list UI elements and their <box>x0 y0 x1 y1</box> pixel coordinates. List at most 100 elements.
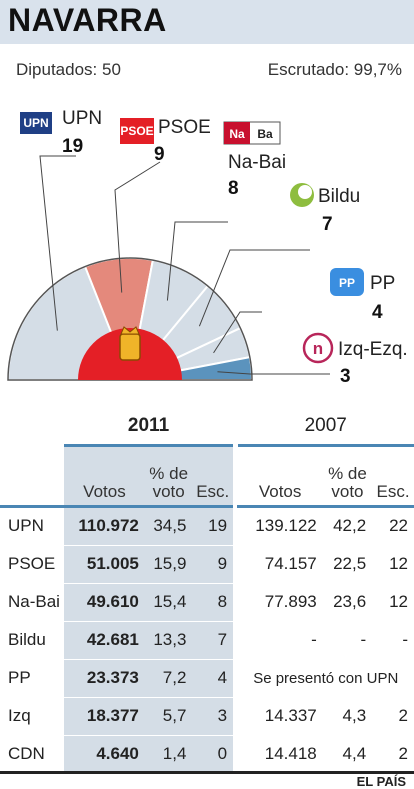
row-seats-2007: 22 <box>372 504 414 545</box>
upn-logo-icon <box>20 112 52 134</box>
row-seats-2007: - <box>372 620 414 659</box>
party-logo-nabai: Na Ba <box>223 121 281 145</box>
logo-text: Na <box>229 127 245 141</box>
party-label: PSOE <box>158 117 211 138</box>
party-seats: 19 <box>62 136 83 157</box>
row-pct-2007: 23,6 <box>322 582 373 621</box>
row-party: PP <box>0 658 64 697</box>
party-seats: 3 <box>340 366 351 387</box>
source-credit: EL PAÍS <box>356 774 406 789</box>
row-pct-2011: 7,2 <box>144 658 193 697</box>
nabai-red-block <box>224 122 250 144</box>
navarra-shield-icon <box>119 333 141 361</box>
header-pct-2011: % de voto <box>144 445 193 506</box>
party-label: Na-Bai <box>228 152 286 173</box>
table-row: PSOE 51.005 15,9 9 74.157 22,5 12 <box>0 544 414 583</box>
pct-bottom: voto <box>331 481 364 501</box>
row-seats-2011: 4 <box>192 658 236 697</box>
header-votes-2011: Votos <box>64 445 145 506</box>
header-seats-2011: Esc. <box>192 445 236 506</box>
party-seats: 4 <box>372 302 383 323</box>
row-votes-2007: 74.157 <box>237 544 323 583</box>
party-logo-upn: UPN <box>20 112 52 134</box>
row-votes-2011: 23.373 <box>64 658 145 697</box>
table-row: Na-Bai 49.610 15,4 8 77.893 23,6 12 <box>0 582 414 621</box>
logo-text: n <box>313 339 323 358</box>
table-row: Izq 18.377 5,7 3 14.337 4,3 2 <box>0 696 414 735</box>
row-votes-2007: 77.893 <box>237 582 323 621</box>
year-2007: 2007 <box>237 408 414 447</box>
party-seats: 8 <box>228 178 239 199</box>
title-band: NAVARRA <box>0 0 414 44</box>
leader-line <box>114 161 161 293</box>
party-label: Izq-Ezq. <box>338 339 408 360</box>
party-label: Bildu <box>318 186 360 207</box>
header-seats-2007: Esc. <box>376 481 410 501</box>
year-2011: 2011 <box>64 408 236 447</box>
row-seats-2011: 3 <box>192 696 236 735</box>
leader-line <box>39 155 76 331</box>
row-seats-2007: 2 <box>372 734 414 773</box>
pct-top: % de <box>149 463 189 483</box>
row-seats-2011: 9 <box>192 544 236 583</box>
pp-logo-icon <box>330 268 364 296</box>
row-votes-2007: 139.122 <box>237 504 323 545</box>
row-votes-2011: 18.377 <box>64 696 145 735</box>
row-pct-2011: 13,3 <box>144 620 193 659</box>
party-logo-bildu <box>290 183 314 207</box>
leader-line <box>213 311 262 354</box>
header-votes-2007: Votos <box>258 481 302 501</box>
row-seats-2011: 0 <box>192 734 236 773</box>
deputies-count: Diputados: 50 <box>16 60 121 79</box>
table-row: UPN 110.972 34,5 19 139.122 42,2 22 <box>0 504 414 545</box>
row-seats-2007: 12 <box>372 582 414 621</box>
row-pct-2011: 34,5 <box>144 504 193 545</box>
row-party: Bildu <box>0 620 64 659</box>
row-votes-2011: 42.681 <box>64 620 145 659</box>
logo-text: UPN <box>23 116 48 130</box>
party-label: PP <box>370 273 395 294</box>
pct-bottom: voto <box>152 481 185 501</box>
party-logo-pp: PP <box>330 268 364 296</box>
row-party: Izq <box>0 696 64 735</box>
bottom-rule <box>0 771 414 774</box>
row-pct-2011: 15,9 <box>144 544 193 583</box>
row-seats-2007: 12 <box>372 544 414 583</box>
bildu-swirl-inner <box>298 185 312 199</box>
row-pct-2007: - <box>322 620 373 659</box>
row-votes-2007: - <box>237 620 323 659</box>
party-seats: 9 <box>154 144 165 165</box>
leader-line <box>198 249 310 327</box>
seat-outline <box>7 257 253 381</box>
row-votes-2011: 49.610 <box>64 582 145 621</box>
page-title: NAVARRA <box>8 2 167 38</box>
pct-top: % de <box>328 463 367 483</box>
logo-text: PSOE <box>120 124 153 138</box>
row-votes-2011: 51.005 <box>64 544 145 583</box>
leader-line <box>217 371 330 375</box>
row-note-2007: Se presentó con UPN <box>237 658 414 697</box>
row-votes-2007: 14.337 <box>237 696 323 735</box>
counted-percent: Escrutado: 99,7% <box>267 60 402 79</box>
row-pct-2007: 4,4 <box>322 734 373 773</box>
row-votes-2011: 4.640 <box>64 734 145 773</box>
row-seats-2007: 2 <box>372 696 414 735</box>
row-seats-2011: 8 <box>192 582 236 621</box>
table-row: Bildu 42.681 13,3 7- - - <box>0 620 414 659</box>
row-pct-2007: 42,2 <box>322 504 373 545</box>
psoe-logo-icon <box>120 118 154 144</box>
party-logo-izq: n <box>302 332 334 364</box>
header-pct-2007: % de voto <box>323 445 372 506</box>
row-party: CDN <box>0 734 64 773</box>
row-pct-2007: 22,5 <box>322 544 373 583</box>
row-votes-2011: 110.972 <box>64 504 145 545</box>
row-party: PSOE <box>0 544 64 583</box>
row-party: Na-Bai <box>0 582 64 621</box>
seat-chart: UPN UPN 19 PSOE PSOE 9 Na Ba Na-Bai 8 Bildu 7 PP PP 4 n… <box>0 90 414 390</box>
leader-line <box>166 221 228 301</box>
party-seats: 7 <box>322 214 333 235</box>
party-label: UPN <box>62 108 102 129</box>
party-logo-psoe: PSOE <box>120 118 154 144</box>
row-seats-2011: 19 <box>192 504 236 545</box>
